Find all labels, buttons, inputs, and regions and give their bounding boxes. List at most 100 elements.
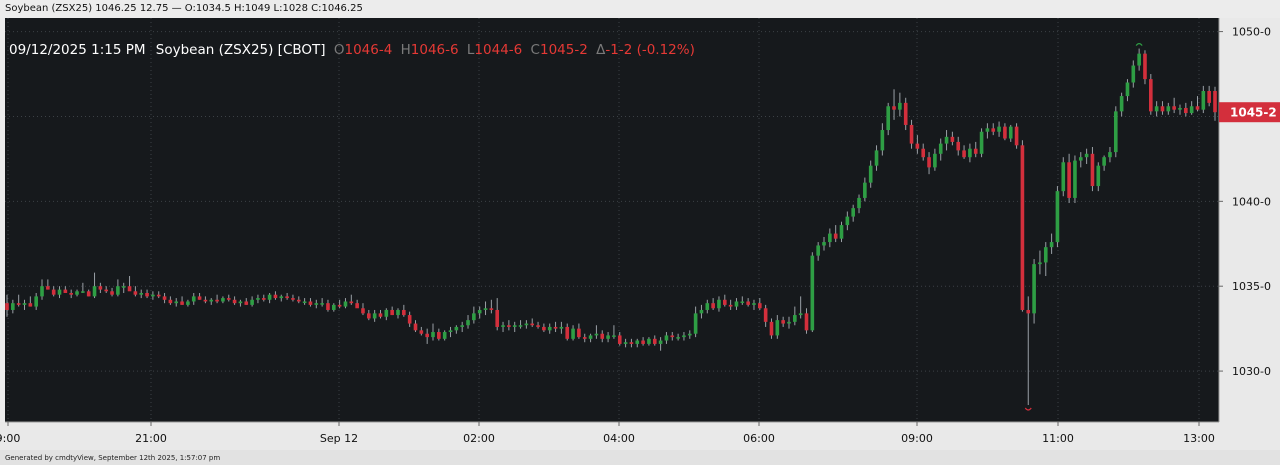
candle-body <box>769 321 774 336</box>
candle <box>822 236 826 251</box>
grid-layer <box>5 18 1219 422</box>
candle <box>1178 104 1182 115</box>
candle-body <box>536 325 540 327</box>
candle <box>524 320 529 329</box>
candle-body <box>863 182 867 198</box>
candle <box>448 326 453 338</box>
candle <box>489 299 494 314</box>
candle-body <box>1125 82 1130 97</box>
candle-body <box>845 216 850 226</box>
candle <box>798 296 803 319</box>
marker-layer <box>1024 42 1143 411</box>
candle <box>390 306 394 316</box>
candle <box>396 308 400 319</box>
candle-body <box>1201 90 1206 110</box>
candle-body <box>600 333 605 339</box>
candle-body <box>238 301 243 304</box>
candle <box>699 304 704 319</box>
x-tick-label: Sep 12 <box>320 432 358 445</box>
candle <box>600 330 605 343</box>
candle <box>238 299 243 307</box>
candle-body <box>477 309 482 314</box>
candle <box>57 286 62 299</box>
candle <box>215 294 219 304</box>
candle <box>816 242 820 261</box>
candle <box>553 321 558 333</box>
candle-body <box>1102 157 1106 166</box>
candle-body <box>676 337 680 339</box>
candle-body <box>186 301 190 305</box>
candle-body <box>507 325 511 327</box>
candle-body <box>495 309 500 327</box>
candle <box>705 299 710 314</box>
candle <box>1043 242 1048 277</box>
price-chart[interactable]: 1030-01035-01040-01045-01050-09:0021:00S… <box>0 18 1280 450</box>
footer-generated-text: Generated by cmdtyView, September 12th 2… <box>5 454 221 462</box>
candle <box>145 289 149 299</box>
x-tick-label: 21:00 <box>135 432 167 445</box>
candle <box>956 136 961 156</box>
candle-body <box>1043 247 1048 263</box>
candle <box>676 333 680 341</box>
candle <box>571 325 575 341</box>
candle <box>69 289 74 299</box>
price-header: 09/12/2025 1:15 PM Soybean (ZSX25) [CBOT… <box>9 42 695 60</box>
candle-body <box>857 197 861 209</box>
window-title-bar: Soybean (ZSX25) 1046.25 12.75 — O:1034.5… <box>0 0 1280 18</box>
candle <box>34 292 38 310</box>
x-tick-label: 11:00 <box>1042 432 1074 445</box>
candle-body <box>343 301 348 307</box>
candle <box>291 294 295 302</box>
candle <box>810 252 815 333</box>
candle-body <box>133 291 138 295</box>
candle-body <box>267 294 272 300</box>
x-tick-label: 9:00 <box>0 432 20 445</box>
candle-body <box>40 286 44 297</box>
candle <box>349 294 354 305</box>
candle-body <box>151 294 155 297</box>
candle-body <box>518 325 523 327</box>
candle <box>635 338 640 348</box>
candle-body <box>734 301 739 307</box>
candle-body <box>612 335 616 337</box>
header-low-key: L <box>466 42 475 58</box>
candle <box>1172 97 1176 114</box>
candle-body <box>775 320 780 336</box>
candle <box>296 296 301 304</box>
candle-body <box>197 296 202 300</box>
candle-body <box>915 143 920 149</box>
x-axis-panel <box>0 422 1280 450</box>
candle <box>740 296 745 305</box>
candle-body <box>431 332 435 338</box>
candle-body <box>104 289 109 292</box>
candle <box>454 325 459 334</box>
candle-body <box>472 313 476 321</box>
candle-body <box>1003 126 1007 139</box>
candle-body <box>717 299 721 309</box>
candle <box>419 326 424 336</box>
candle-body <box>1008 126 1013 139</box>
candle <box>51 286 56 297</box>
x-tick-label: 06:00 <box>743 432 775 445</box>
candle-body <box>349 301 354 304</box>
x-tick-label: 13:00 <box>1183 432 1215 445</box>
candle <box>1148 74 1153 115</box>
candle <box>1038 250 1042 275</box>
candle-body <box>1131 65 1136 83</box>
candle-body <box>833 233 838 239</box>
candle-body <box>973 148 978 154</box>
candle <box>845 211 850 231</box>
candle-body <box>1067 162 1071 198</box>
candle-body <box>361 308 365 314</box>
candle-body <box>909 124 914 144</box>
candle <box>973 141 978 158</box>
candle-body <box>489 308 494 310</box>
candle <box>1049 233 1054 254</box>
candle-body <box>1073 160 1077 198</box>
candle-body <box>623 342 628 344</box>
candle-body <box>92 286 97 297</box>
candle-body <box>944 136 949 144</box>
header-symbol: Soybean (ZSX25) [CBOT] <box>155 42 326 58</box>
candle-body <box>402 309 406 316</box>
candle <box>606 332 610 343</box>
